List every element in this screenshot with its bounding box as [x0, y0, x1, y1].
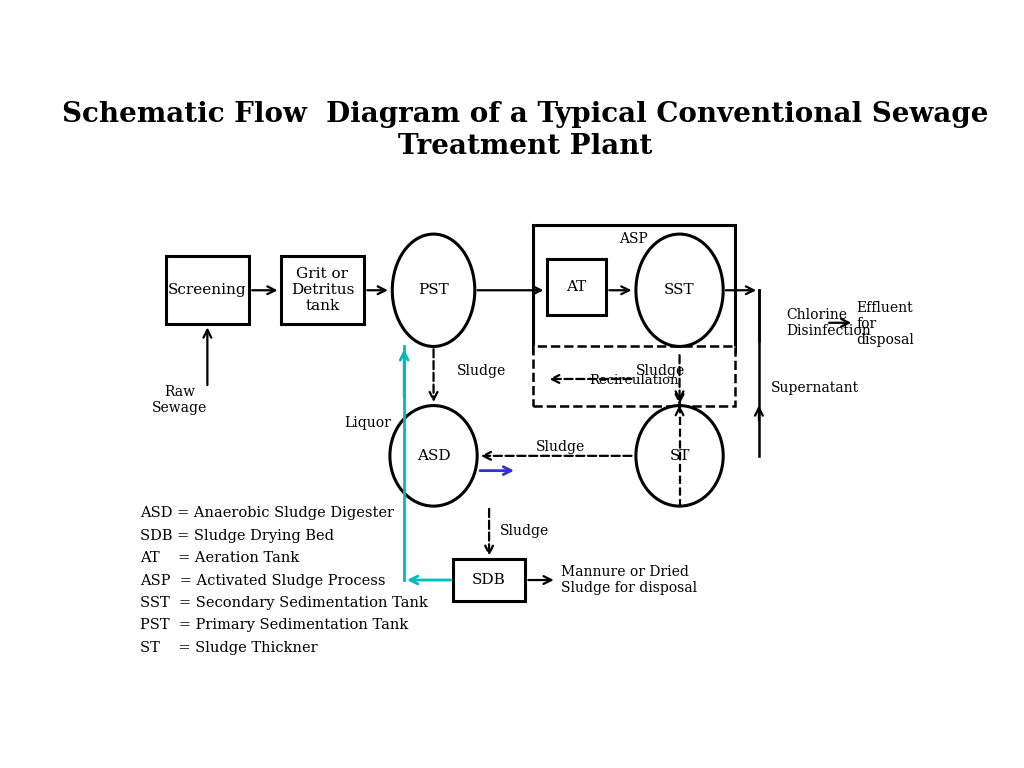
Ellipse shape [636, 406, 723, 506]
Text: Liquor: Liquor [344, 416, 391, 430]
Text: PST: PST [418, 283, 449, 297]
Text: Schematic Flow  Diagram of a Typical Conventional Sewage
Treatment Plant: Schematic Flow Diagram of a Typical Conv… [61, 101, 988, 160]
Text: SST: SST [665, 283, 695, 297]
Text: Raw
Sewage: Raw Sewage [152, 385, 207, 415]
Text: AT: AT [566, 280, 587, 294]
Text: ASP  = Activated Sludge Process: ASP = Activated Sludge Process [140, 574, 385, 588]
Bar [281, 257, 365, 324]
Text: Sludge: Sludge [536, 440, 585, 454]
Ellipse shape [390, 406, 477, 506]
Bar [454, 559, 524, 601]
Bar [532, 225, 735, 353]
Text: ASP: ASP [620, 232, 648, 247]
Text: Sludge: Sludge [500, 524, 549, 538]
Text: AT    = Aeration Tank: AT = Aeration Tank [140, 551, 299, 565]
Text: Recirculation: Recirculation [589, 374, 679, 387]
Ellipse shape [636, 234, 723, 346]
Text: SST  = Secondary Sedimentation Tank: SST = Secondary Sedimentation Tank [140, 596, 428, 610]
Text: Supernatant: Supernatant [771, 381, 859, 395]
Text: Effluent
for
disposal: Effluent for disposal [856, 301, 914, 347]
Bar [532, 346, 735, 406]
Text: ST: ST [670, 449, 690, 463]
Text: Grit or
Detritus
tank: Grit or Detritus tank [291, 267, 354, 313]
Text: ST    = Sludge Thickner: ST = Sludge Thickner [140, 641, 317, 655]
Bar [166, 257, 249, 324]
Text: Sludge: Sludge [636, 364, 685, 379]
Bar [547, 260, 606, 316]
Text: PST  = Primary Sedimentation Tank: PST = Primary Sedimentation Tank [140, 618, 409, 633]
Text: ASD: ASD [417, 449, 451, 463]
Text: Chlorine
Disinfection: Chlorine Disinfection [786, 308, 871, 338]
Text: SDB: SDB [472, 573, 506, 587]
Ellipse shape [392, 234, 475, 346]
Text: Screening: Screening [168, 283, 247, 297]
Text: ASD = Anaerobic Sludge Digester: ASD = Anaerobic Sludge Digester [140, 506, 394, 520]
Text: Mannure or Dried
Sludge for disposal: Mannure or Dried Sludge for disposal [560, 565, 696, 595]
Text: SDB = Sludge Drying Bed: SDB = Sludge Drying Bed [140, 528, 334, 542]
Text: Sludge: Sludge [458, 364, 507, 379]
